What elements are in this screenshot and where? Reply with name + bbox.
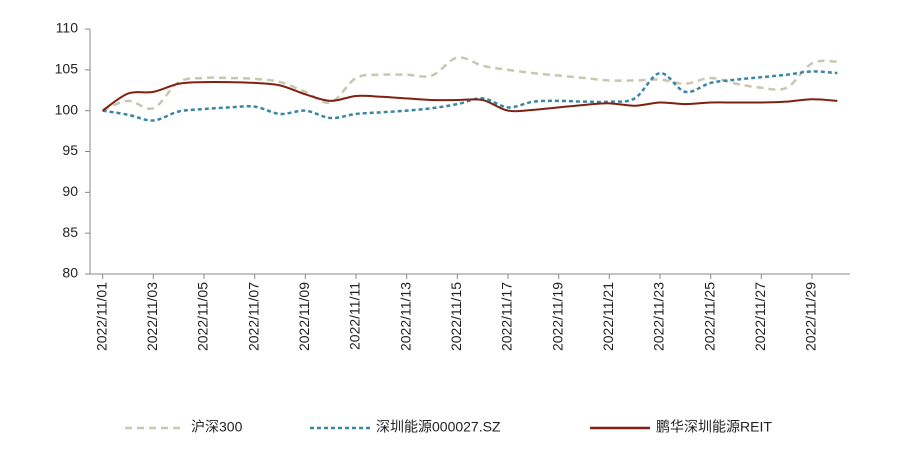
series-line bbox=[102, 80, 838, 113]
x-tick-label: 2022/11/19 bbox=[549, 282, 565, 351]
x-tick-label: 2022/11/17 bbox=[499, 282, 515, 351]
series-line bbox=[102, 70, 838, 122]
y-tick-label: 110 bbox=[56, 20, 79, 36]
x-tick-label: 2022/11/01 bbox=[93, 282, 109, 351]
x-tick-label: 2022/11/25 bbox=[701, 282, 717, 351]
x-tick-label: 2022/11/05 bbox=[195, 282, 211, 351]
x-tick-label: 2022/11/29 bbox=[803, 282, 819, 351]
y-tick-label: 100 bbox=[55, 101, 79, 117]
x-tick-label: 2022/11/15 bbox=[448, 282, 464, 351]
x-tick-label: 2022/11/13 bbox=[397, 282, 413, 351]
x-tick-label: 2022/11/07 bbox=[245, 282, 261, 351]
x-tick-label: 2022/11/23 bbox=[651, 282, 667, 351]
legend-label: 深圳能源000027.SZ bbox=[376, 419, 501, 435]
y-tick-label: 95 bbox=[62, 142, 78, 158]
x-tick-label: 2022/11/27 bbox=[752, 282, 768, 351]
y-tick-label: 90 bbox=[62, 183, 78, 199]
legend-label: 鹏华深圳能源REIT bbox=[656, 419, 772, 435]
x-tick-label: 2022/11/11 bbox=[347, 282, 363, 350]
y-tick-label: 105 bbox=[55, 61, 79, 77]
y-tick-label: 85 bbox=[62, 224, 78, 240]
x-tick-label: 2022/11/09 bbox=[296, 282, 312, 351]
series-line bbox=[102, 56, 838, 112]
legend-label: 沪深300 bbox=[191, 419, 243, 435]
y-tick-label: 80 bbox=[62, 265, 78, 281]
x-tick-label: 2022/11/21 bbox=[600, 282, 616, 351]
x-tick-label: 2022/11/03 bbox=[144, 282, 160, 351]
